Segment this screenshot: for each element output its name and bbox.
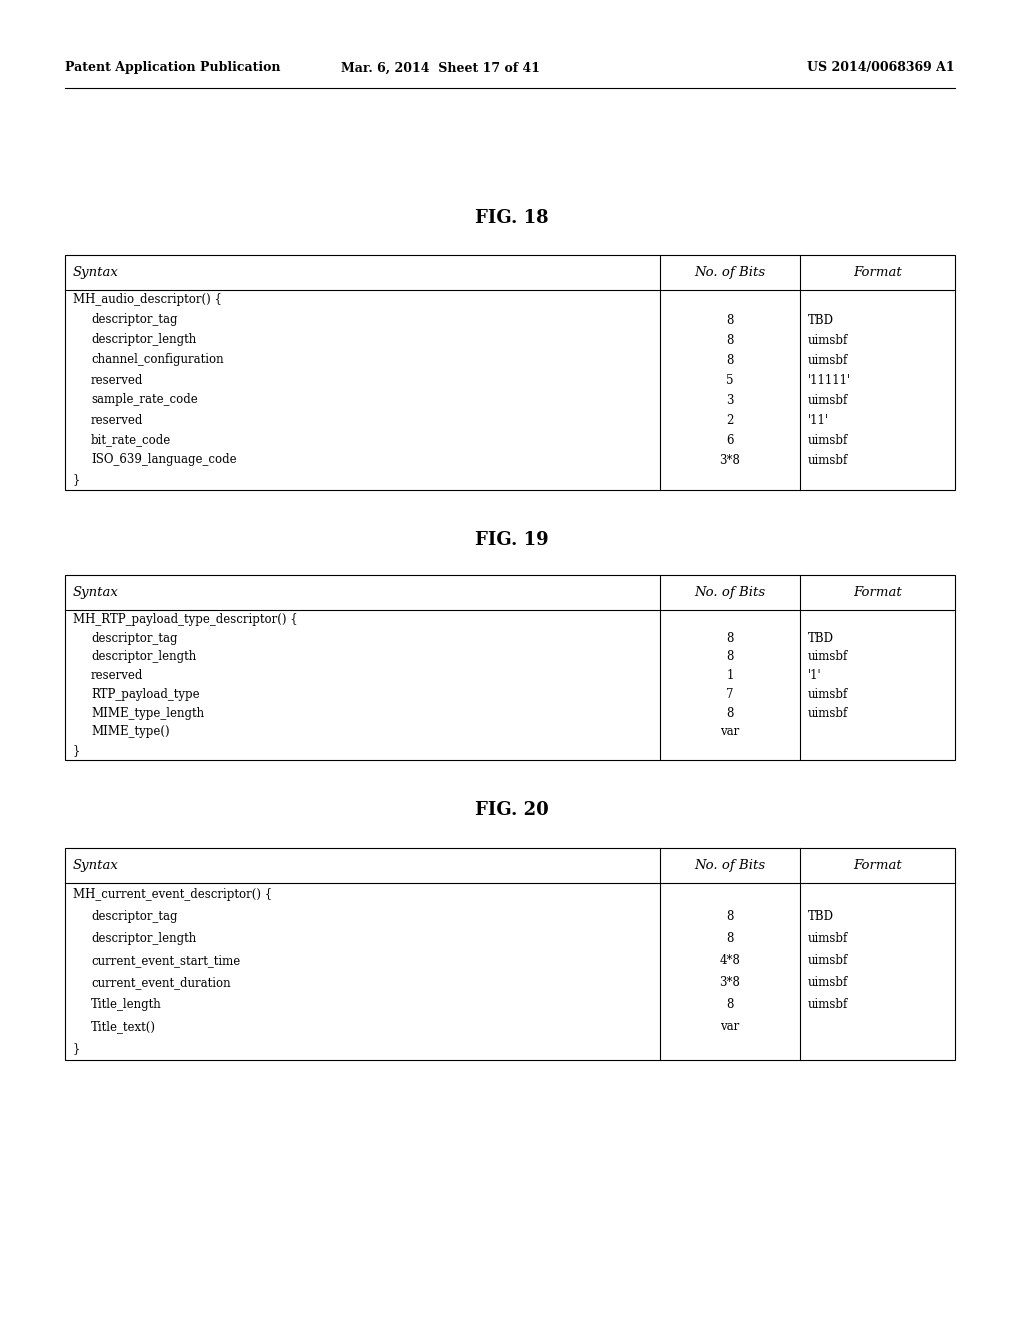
Text: current_event_start_time: current_event_start_time [91, 954, 241, 968]
Text: US 2014/0068369 A1: US 2014/0068369 A1 [807, 62, 955, 74]
Text: bit_rate_code: bit_rate_code [91, 433, 171, 446]
Text: uimsbf: uimsbf [808, 433, 848, 446]
Text: current_event_duration: current_event_duration [91, 975, 230, 989]
Text: Syntax: Syntax [73, 859, 119, 873]
Text: var: var [720, 726, 739, 738]
Text: MIME_type(): MIME_type() [91, 726, 170, 738]
Text: MH_current_event_descriptor() {: MH_current_event_descriptor() { [73, 887, 272, 900]
Text: channel_configuration: channel_configuration [91, 354, 223, 367]
Text: 8: 8 [726, 651, 733, 664]
Text: No. of Bits: No. of Bits [694, 267, 766, 279]
Text: Patent Application Publication: Patent Application Publication [65, 62, 281, 74]
Text: 8: 8 [726, 932, 733, 945]
Text: 3: 3 [726, 393, 734, 407]
Text: 8: 8 [726, 354, 733, 367]
Text: '11111': '11111' [808, 374, 851, 387]
Text: Syntax: Syntax [73, 586, 119, 599]
Text: 6: 6 [726, 433, 734, 446]
Text: 3*8: 3*8 [720, 454, 740, 466]
Text: Title_text(): Title_text() [91, 1020, 156, 1034]
Text: uimsbf: uimsbf [808, 688, 848, 701]
Text: Syntax: Syntax [73, 267, 119, 279]
Text: }: } [73, 474, 80, 487]
Text: uimsbf: uimsbf [808, 975, 848, 989]
Text: 8: 8 [726, 632, 733, 644]
Text: descriptor_tag: descriptor_tag [91, 909, 177, 923]
Text: descriptor_length: descriptor_length [91, 932, 197, 945]
Text: descriptor_length: descriptor_length [91, 334, 197, 346]
Text: TBD: TBD [808, 314, 834, 326]
Text: MH_audio_descriptor() {: MH_audio_descriptor() { [73, 293, 222, 306]
Text: reserved: reserved [91, 374, 143, 387]
Text: 8: 8 [726, 998, 733, 1011]
Text: TBD: TBD [808, 632, 834, 644]
Text: Format: Format [853, 267, 902, 279]
Text: 8: 8 [726, 334, 733, 346]
Text: uimsbf: uimsbf [808, 954, 848, 968]
Text: No. of Bits: No. of Bits [694, 859, 766, 873]
Text: uimsbf: uimsbf [808, 998, 848, 1011]
Text: FIG. 20: FIG. 20 [475, 801, 549, 818]
Text: var: var [720, 1020, 739, 1034]
Text: 8: 8 [726, 706, 733, 719]
Text: MH_RTP_payload_type_descriptor() {: MH_RTP_payload_type_descriptor() { [73, 612, 298, 626]
Text: reserved: reserved [91, 413, 143, 426]
Text: 7: 7 [726, 688, 734, 701]
Text: uimsbf: uimsbf [808, 454, 848, 466]
Text: 8: 8 [726, 314, 733, 326]
Text: '11': '11' [808, 413, 829, 426]
Text: descriptor_length: descriptor_length [91, 651, 197, 664]
Text: ISO_639_language_code: ISO_639_language_code [91, 454, 237, 466]
Text: FIG. 19: FIG. 19 [475, 531, 549, 549]
Text: 5: 5 [726, 374, 734, 387]
Text: 8: 8 [726, 909, 733, 923]
Text: Format: Format [853, 586, 902, 599]
Text: uimsbf: uimsbf [808, 354, 848, 367]
Text: MIME_type_length: MIME_type_length [91, 706, 204, 719]
Text: descriptor_tag: descriptor_tag [91, 314, 177, 326]
Text: uimsbf: uimsbf [808, 651, 848, 664]
Text: RTP_payload_type: RTP_payload_type [91, 688, 200, 701]
Text: sample_rate_code: sample_rate_code [91, 393, 198, 407]
Text: Mar. 6, 2014  Sheet 17 of 41: Mar. 6, 2014 Sheet 17 of 41 [341, 62, 540, 74]
Text: Format: Format [853, 859, 902, 873]
Text: reserved: reserved [91, 669, 143, 682]
Text: uimsbf: uimsbf [808, 334, 848, 346]
Text: TBD: TBD [808, 909, 834, 923]
Bar [65, 255, 955, 490]
Text: 3*8: 3*8 [720, 975, 740, 989]
Text: uimsbf: uimsbf [808, 932, 848, 945]
Text: }: } [73, 1043, 80, 1056]
Bar [65, 576, 955, 760]
Text: }: } [73, 744, 80, 758]
Text: FIG. 18: FIG. 18 [475, 209, 549, 227]
Text: uimsbf: uimsbf [808, 706, 848, 719]
Text: '1': '1' [808, 669, 821, 682]
Text: uimsbf: uimsbf [808, 393, 848, 407]
Text: 4*8: 4*8 [720, 954, 740, 968]
Text: Title_length: Title_length [91, 998, 162, 1011]
Text: 2: 2 [726, 413, 733, 426]
Bar [65, 847, 955, 1060]
Text: No. of Bits: No. of Bits [694, 586, 766, 599]
Text: 1: 1 [726, 669, 733, 682]
Text: descriptor_tag: descriptor_tag [91, 632, 177, 644]
